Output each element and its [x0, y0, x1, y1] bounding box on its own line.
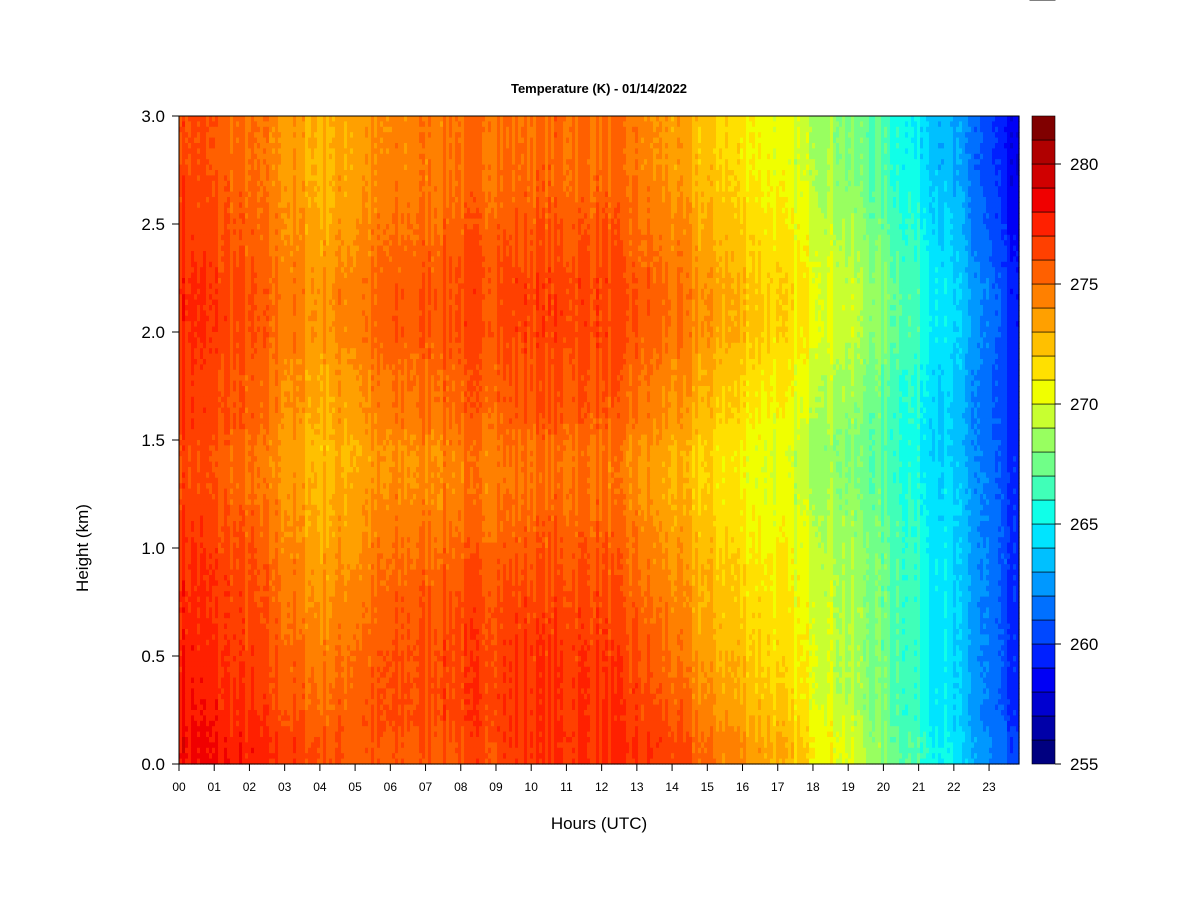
chart-title: Temperature (K) - 01/14/2022 [511, 81, 687, 96]
plot-area [179, 116, 1020, 765]
